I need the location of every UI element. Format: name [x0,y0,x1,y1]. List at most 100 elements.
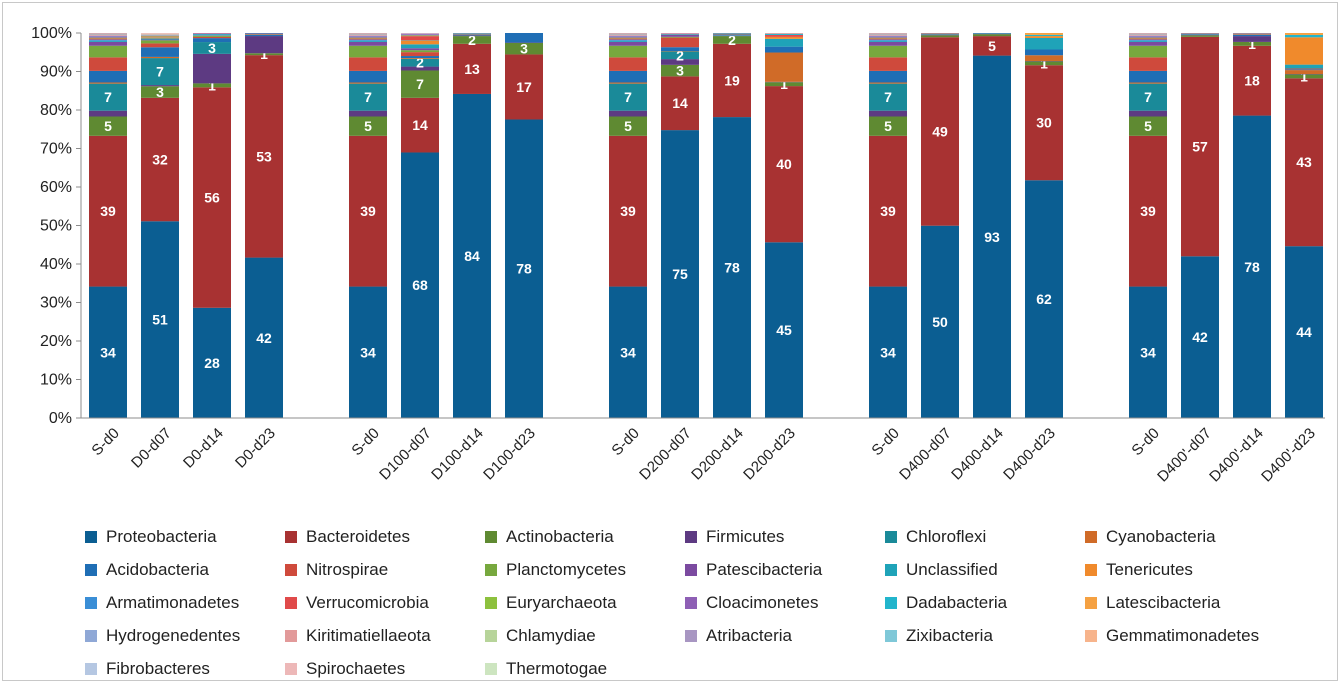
data-label: 34 [1140,344,1156,360]
data-label: 42 [1192,329,1208,345]
legend-swatch [85,531,97,543]
bar-segment-firmicutes [869,110,907,117]
legend-label: Euryarchaeota [506,593,617,612]
data-label: 3 [520,41,528,57]
data-label: 1 [780,76,788,92]
data-label: 14 [672,95,688,111]
bar-segment-atribacteria [89,33,127,35]
legend-swatch [485,531,497,543]
y-tick-label: 60% [40,179,72,196]
bar-segment-euryarchaeota [401,35,439,37]
data-label: 39 [360,203,376,219]
bar-stack: 93 5 [973,33,1011,418]
legend-swatch [485,663,497,675]
data-label: 84 [464,248,480,264]
y-tick-label: 20% [40,333,72,350]
legend-swatch [885,630,897,642]
bar-segment-kiritimatiellaeota [869,34,907,36]
legend-label: Kiritimatiellaeota [306,626,431,645]
legend-label: Latescibacteria [1106,593,1221,612]
data-label: 39 [100,203,116,219]
bar-segment-kiritimatiellaeota [349,34,387,36]
bar-segment-firmicutes [1233,36,1271,42]
bar-segment-acidobacteria [401,56,439,58]
data-label: 7 [104,89,112,105]
legend-swatch [685,630,697,642]
bar-segment-patescibacteria [245,33,283,35]
data-label: 1 [260,46,268,62]
bar-segment-patescibacteria [349,41,387,46]
legend-item: Verrucomicrobia [285,591,485,615]
legend-swatch [485,564,497,576]
legend-item: Tenericutes [1085,558,1285,582]
y-tick-label: 30% [40,295,72,312]
bar-segment-cyanobacteria [89,82,127,84]
data-label: 45 [776,322,792,338]
bar-segment-tenericutes [1285,37,1323,65]
bar-segment-bacteroidetes [1129,135,1167,287]
legend-item: Unclassified [885,558,1085,582]
y-tick-label: 80% [40,102,72,119]
bar-segment-bacteroidetes [765,86,803,243]
legend-item: Kiritimatiellaeota [285,624,485,648]
bar-segment-nitrospirae [349,57,387,71]
data-label: 13 [464,61,480,77]
bar-segment-atribacteria [609,33,647,35]
bar-segment-acidobacteria [869,70,907,83]
bar-segment-proteobacteria [713,117,751,418]
bar-segment-euryarchaeota [349,37,387,39]
bar-segment-planctomycetes [1129,45,1167,58]
legend-label: Verrucomicrobia [306,593,429,612]
bar-segment-actinobacteria [973,34,1011,37]
bar-stack: 34 39 5 7 [609,33,647,418]
bar-segment-actinobacteria [765,82,803,87]
legend-swatch [885,564,897,576]
data-label: 5 [624,118,632,134]
bar-segment-firmicutes [453,35,491,37]
bar-stack: 78 17 3 [505,33,543,418]
legend-label: Cloacimonetes [706,593,819,612]
legend-swatch [885,531,897,543]
legend-swatch [485,597,497,609]
bar-segment-verrucomicrobia [869,38,907,40]
data-label: 34 [360,344,376,360]
bar-segment-tenericutes [401,40,439,45]
bar-segment-proteobacteria [193,307,231,418]
data-label: 39 [620,203,636,219]
bar-segment-cyanobacteria [609,82,647,84]
bar-segment-firmicutes [661,59,699,65]
bar-segment-unclassified [609,40,647,42]
bar-segment-actinobacteria [401,70,439,98]
bar-segment-actinobacteria [713,36,751,44]
bar-segment-proteobacteria [453,93,491,418]
x-tick-label: D0-d23 [232,425,279,472]
legend-label: Cyanobacteria [1106,527,1216,546]
bar-segment-actinobacteria [1181,35,1219,37]
bar-segment-actinobacteria [349,116,387,136]
legend-swatch [685,564,697,576]
bar-segment-proteobacteria [1025,180,1063,418]
bar-segment-unclassified [401,44,439,49]
x-tick-label: D200-d23 [740,425,799,484]
bar-segment-actinobacteria [661,64,699,77]
x-tick-label: D100-d23 [480,425,539,484]
bar-segment-acidobacteria [1129,70,1167,83]
bar-segment-cyanobacteria [869,82,907,84]
bar-segment-acidobacteria [141,47,179,57]
bar-segment-cloacimonetes [869,36,907,38]
data-label: 7 [416,76,424,92]
bar-segment-proteobacteria [401,152,439,418]
data-label: 7 [156,64,164,80]
legend-item: Proteobacteria [85,525,285,549]
data-label: 3 [676,63,684,79]
y-tick-label: 100% [31,25,72,42]
data-label: 5 [104,118,112,134]
bar-segment-atribacteria [869,33,907,35]
bar-segment-chloroflexi [349,83,387,111]
bar-segment-proteobacteria [1233,115,1271,419]
bar-segment-euryarchaeota [1129,37,1167,39]
legend-swatch [1085,597,1097,609]
legend-label: Hydrogenedentes [106,626,241,645]
bar-segment-firmicutes [193,53,231,84]
bar-segment-cyanobacteria [1129,82,1167,84]
